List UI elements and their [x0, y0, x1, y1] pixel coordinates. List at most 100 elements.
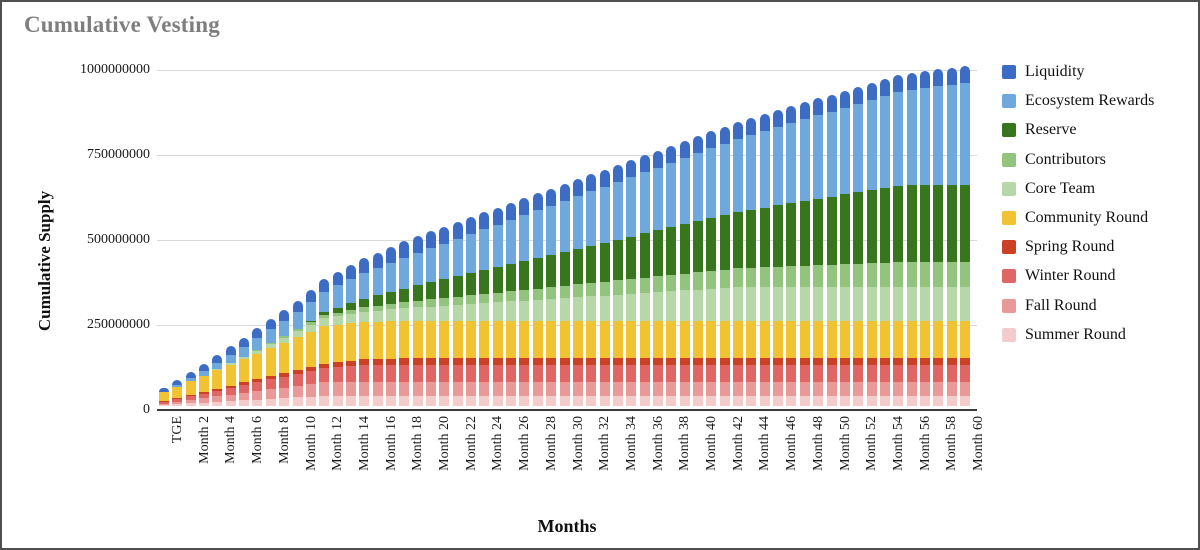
bar-segment-winter-round[interactable]: [359, 365, 370, 383]
bar-segment-winter-round[interactable]: [839, 365, 850, 383]
bar-segment-ecosystem-rewards[interactable]: [385, 263, 396, 292]
bar-segment-community-round[interactable]: [906, 321, 917, 359]
bar-segment-winter-round[interactable]: [239, 385, 250, 393]
bar-segment-summer-round[interactable]: [332, 395, 343, 406]
bar-segment-contributors[interactable]: [719, 269, 730, 288]
bar-segment-fall-round[interactable]: [239, 392, 250, 401]
bar-segment-contributors[interactable]: [572, 284, 583, 298]
bar-month-5[interactable]: [225, 346, 236, 406]
bar-segment-fall-round[interactable]: [172, 401, 183, 405]
bar-segment-ecosystem-rewards[interactable]: [199, 370, 210, 376]
bar-month-16[interactable]: [372, 252, 383, 406]
bar-segment-spring-round[interactable]: [813, 358, 824, 366]
bar-segment-ecosystem-rewards[interactable]: [839, 107, 850, 195]
bar-month-52[interactable]: [853, 86, 864, 406]
bar-segment-spring-round[interactable]: [332, 362, 343, 368]
bar-segment-reserve[interactable]: [559, 251, 570, 286]
bar-segment-spring-round[interactable]: [345, 360, 356, 367]
bar-segment-spring-round[interactable]: [426, 358, 436, 366]
bar-month-25[interactable]: [492, 207, 503, 406]
bar-segment-core-team[interactable]: [652, 292, 663, 321]
bar-month-22[interactable]: [452, 221, 463, 406]
bar-month-33[interactable]: [599, 169, 610, 406]
bar-segment-community-round[interactable]: [599, 321, 610, 359]
bar-segment-community-round[interactable]: [279, 342, 290, 373]
bar-segment-reserve[interactable]: [786, 203, 797, 267]
bar-segment-spring-round[interactable]: [305, 366, 316, 372]
bar-segment-liquidity[interactable]: [919, 71, 930, 89]
bar-segment-winter-round[interactable]: [426, 365, 436, 383]
bar-segment-community-round[interactable]: [372, 321, 383, 360]
bar-segment-summer-round[interactable]: [212, 401, 223, 406]
bar-segment-summer-round[interactable]: [199, 402, 210, 406]
bar-segment-liquidity[interactable]: [559, 183, 570, 201]
bar-segment-contributors[interactable]: [960, 261, 970, 287]
bar-segment-reserve[interactable]: [906, 185, 917, 262]
bar-segment-core-team[interactable]: [612, 294, 623, 321]
bar-segment-core-team[interactable]: [252, 350, 263, 354]
bar-segment-liquidity[interactable]: [799, 102, 810, 120]
bar-segment-community-round[interactable]: [225, 364, 236, 386]
bar-segment-spring-round[interactable]: [773, 358, 784, 366]
bar-segment-winter-round[interactable]: [612, 365, 623, 383]
bar-month-37[interactable]: [652, 150, 663, 406]
bar-segment-fall-round[interactable]: [733, 382, 744, 396]
bar-segment-summer-round[interactable]: [466, 395, 477, 406]
bar-segment-ecosystem-rewards[interactable]: [519, 215, 530, 261]
bar-segment-liquidity[interactable]: [786, 106, 797, 124]
bar-segment-contributors[interactable]: [279, 336, 290, 338]
bar-month-32[interactable]: [586, 174, 597, 406]
bar-segment-community-round[interactable]: [265, 348, 276, 377]
bar-segment-core-team[interactable]: [345, 314, 356, 324]
bar-segment-core-team[interactable]: [279, 337, 290, 343]
bar-segment-ecosystem-rewards[interactable]: [960, 83, 970, 185]
bar-segment-fall-round[interactable]: [639, 382, 650, 396]
bar-month-30[interactable]: [559, 183, 570, 406]
bar-segment-winter-round[interactable]: [639, 365, 650, 383]
bar-segment-contributors[interactable]: [492, 292, 503, 303]
bar-segment-core-team[interactable]: [706, 288, 717, 321]
bar-segment-fall-round[interactable]: [319, 382, 330, 396]
bar-segment-liquidity[interactable]: [439, 226, 450, 244]
bar-segment-core-team[interactable]: [946, 287, 957, 321]
bar-month-21[interactable]: [439, 226, 450, 406]
bar-segment-reserve[interactable]: [879, 187, 890, 263]
bar-segment-reserve[interactable]: [319, 312, 330, 316]
bar-segment-core-team[interactable]: [385, 309, 396, 322]
bar-segment-community-round[interactable]: [773, 321, 784, 359]
bar-segment-spring-round[interactable]: [839, 358, 850, 366]
bar-segment-summer-round[interactable]: [652, 395, 663, 406]
bar-segment-contributors[interactable]: [866, 263, 877, 287]
bar-segment-fall-round[interactable]: [879, 382, 890, 396]
bar-segment-summer-round[interactable]: [626, 395, 637, 406]
bar-segment-liquidity[interactable]: [773, 110, 784, 128]
bar-month-9[interactable]: [279, 309, 290, 406]
legend-item-fall-round[interactable]: Fall Round: [1002, 296, 1097, 316]
bar-segment-liquidity[interactable]: [479, 212, 490, 230]
bar-segment-reserve[interactable]: [586, 245, 597, 284]
bar-segment-core-team[interactable]: [813, 287, 824, 321]
bar-segment-summer-round[interactable]: [919, 395, 930, 406]
bar-segment-fall-round[interactable]: [866, 382, 877, 396]
bar-segment-core-team[interactable]: [866, 287, 877, 321]
bar-segment-community-round[interactable]: [946, 321, 957, 359]
bar-segment-core-team[interactable]: [532, 299, 543, 321]
bar-segment-core-team[interactable]: [786, 287, 797, 321]
bar-segment-summer-round[interactable]: [759, 395, 770, 406]
bar-segment-winter-round[interactable]: [265, 379, 276, 390]
bar-month-46[interactable]: [773, 110, 784, 406]
bar-segment-core-team[interactable]: [439, 305, 450, 321]
bar-segment-contributors[interactable]: [693, 272, 703, 290]
bar-segment-fall-round[interactable]: [652, 382, 663, 396]
bar-segment-spring-round[interactable]: [626, 358, 637, 366]
bar-segment-fall-round[interactable]: [372, 382, 383, 396]
bar-segment-reserve[interactable]: [612, 239, 623, 281]
bar-segment-summer-round[interactable]: [879, 395, 890, 406]
bar-segment-ecosystem-rewards[interactable]: [572, 196, 583, 249]
bar-segment-core-team[interactable]: [906, 287, 917, 321]
legend-item-liquidity[interactable]: Liquidity: [1002, 62, 1085, 82]
bar-segment-community-round[interactable]: [733, 321, 744, 359]
bar-segment-summer-round[interactable]: [239, 400, 250, 406]
bar-segment-winter-round[interactable]: [813, 365, 824, 383]
bar-segment-reserve[interactable]: [893, 185, 904, 263]
